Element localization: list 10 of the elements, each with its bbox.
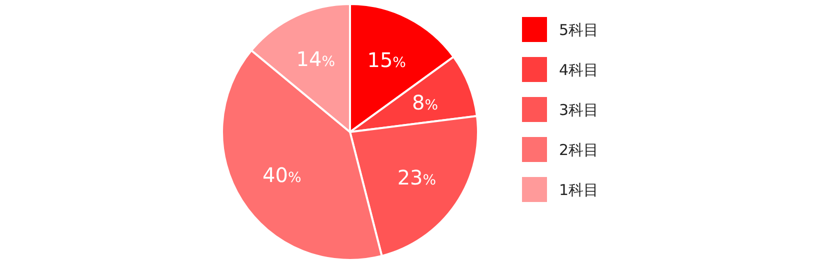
data-label: 23% xyxy=(397,165,436,190)
data-label: 14% xyxy=(296,47,336,72)
data-label: 40% xyxy=(262,163,302,188)
data-label: 15% xyxy=(367,48,406,72)
legend-label: 4科目 xyxy=(559,61,599,79)
legend-label: 3科目 xyxy=(559,101,599,119)
legend-label: 2科目 xyxy=(559,141,599,159)
data-label: 8% xyxy=(412,90,438,114)
legend-label: 1科目 xyxy=(559,181,599,199)
legend-label: 5科目 xyxy=(559,21,599,39)
